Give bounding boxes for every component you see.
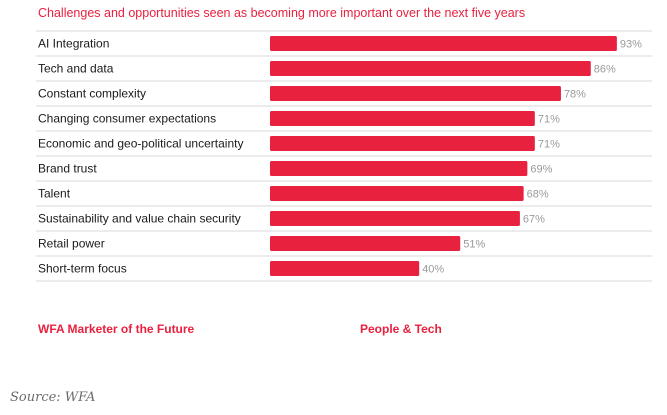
category-label: Constant complexity (38, 87, 146, 101)
bar (270, 261, 420, 276)
category-label: AI Integration (38, 37, 109, 51)
value-label: 86% (594, 64, 616, 76)
category-label: Short-term focus (38, 262, 127, 276)
footer-middle-label: People & Tech (360, 322, 442, 336)
bar (270, 36, 617, 51)
value-label: 71% (538, 114, 560, 126)
bar (270, 86, 561, 101)
source-caption: Source: WFA (10, 390, 96, 405)
footer-left-label: WFA Marketer of the Future (38, 322, 195, 336)
category-label: Talent (38, 187, 71, 201)
bar (270, 186, 524, 201)
category-label: Sustainability and value chain security (38, 212, 241, 226)
bar (270, 111, 535, 126)
category-label: Retail power (38, 237, 105, 251)
bar (270, 161, 528, 176)
bar (270, 211, 520, 226)
category-label: Changing consumer expectations (38, 112, 216, 126)
value-label: 67% (523, 214, 545, 226)
value-label: 69% (530, 164, 552, 176)
value-label: 78% (564, 89, 586, 101)
bar (270, 136, 535, 151)
value-label: 93% (620, 39, 642, 51)
value-label: 71% (538, 139, 560, 151)
value-label: 68% (527, 189, 549, 201)
category-label: Tech and data (38, 62, 114, 76)
bar (270, 61, 591, 76)
value-label: 51% (463, 239, 485, 251)
category-label: Economic and geo-political uncertainty (38, 137, 243, 151)
category-label: Brand trust (38, 162, 97, 176)
bar (270, 236, 461, 251)
chart-title: Challenges and opportunities seen as bec… (38, 6, 526, 20)
bar-chart: AI Integration 93% Tech and data 86% Constan… (36, 30, 652, 282)
value-label: 40% (422, 264, 444, 276)
